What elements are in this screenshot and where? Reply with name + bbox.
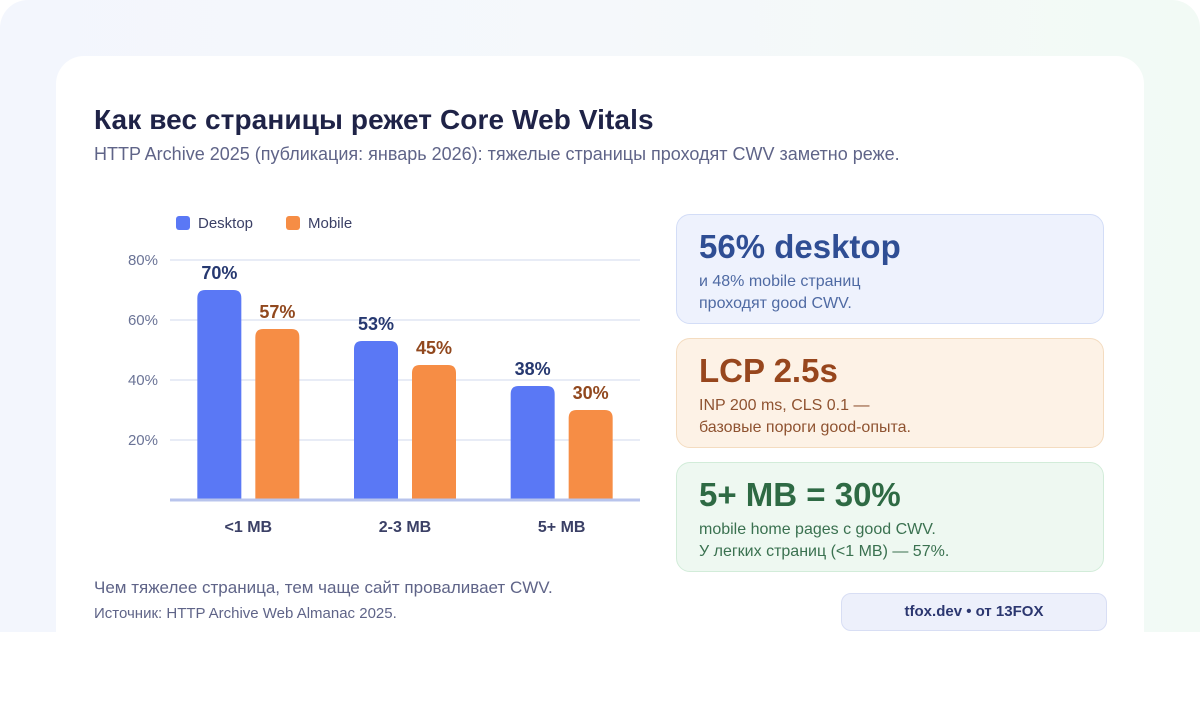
stat-headline: 56% desktop <box>699 228 901 265</box>
stat-line: INP 200 ms, CLS 0.1 — <box>699 397 870 414</box>
stat-headline: 5+ MB = 30% <box>699 476 901 513</box>
brand-badge[interactable]: tfox.dev • от 13FOX <box>841 593 1107 631</box>
bar-mobile <box>255 329 300 500</box>
bar-value-label: 53% <box>358 314 394 334</box>
legend-swatch <box>176 216 190 230</box>
x-category-label: 2-3 MB <box>379 519 431 536</box>
stat-card-lcp: LCP 2.5s INP 200 ms, CLS 0.1 — базовые п… <box>676 338 1104 448</box>
page-subtitle: HTTP Archive 2025 (публикация: январь 20… <box>94 144 900 164</box>
bar-value-label: 45% <box>416 338 452 358</box>
stat-description: и 48% mobile страниц проходят good CWV. <box>699 271 1081 315</box>
infographic-card: Как вес страницы режет Core Web Vitals H… <box>56 56 1144 632</box>
stat-line: базовые пороги good-опыта. <box>699 419 911 436</box>
bar-value-label: 57% <box>259 302 295 322</box>
bar-mobile <box>412 365 456 500</box>
bar-desktop <box>197 290 242 500</box>
stat-headline: LCP 2.5s <box>699 352 838 389</box>
stat-description: INP 200 ms, CLS 0.1 — базовые пороги goo… <box>699 395 1081 439</box>
source-note: Источник: HTTP Archive Web Almanac 2025. <box>94 605 397 622</box>
stat-line: и 48% mobile страниц <box>699 273 861 290</box>
stat-description: mobile home pages с good CWV. У легких с… <box>699 519 1081 563</box>
stat-card-heavy-pages: 5+ MB = 30% mobile home pages с good CWV… <box>676 462 1104 572</box>
bar-desktop <box>354 341 398 500</box>
x-category-label: <1 MB <box>225 519 273 536</box>
y-tick-label: 20% <box>128 432 158 449</box>
stat-line: У легких страниц (<1 MB) — 57%. <box>699 543 950 560</box>
y-tick-label: 40% <box>128 372 158 389</box>
y-tick-label: 80% <box>128 252 158 269</box>
stat-card-desktop: 56% desktop и 48% mobile страниц проходя… <box>676 214 1104 324</box>
bar-mobile <box>568 410 613 500</box>
legend-label: Mobile <box>308 215 352 232</box>
bar-value-label: 30% <box>573 383 609 403</box>
bar-value-label: 70% <box>201 263 237 283</box>
legend-swatch <box>286 216 300 230</box>
bar-value-label: 38% <box>515 359 551 379</box>
bar-chart: Desktop Mobile 20% 40% 60% 80% 70% 57% <1 MB 53% 4… <box>128 215 640 536</box>
x-category-label: 5+ MB <box>538 519 586 536</box>
bar-desktop <box>510 386 555 500</box>
y-tick-label: 60% <box>128 312 158 329</box>
stat-line: проходят good CWV. <box>699 295 852 312</box>
page-title: Как вес страницы режет Core Web Vitals <box>94 104 654 135</box>
stat-line: mobile home pages с good CWV. <box>699 521 936 538</box>
legend-label: Desktop <box>198 215 253 232</box>
chart-footnote: Чем тяжелее страница, тем чаще сайт пров… <box>94 578 553 597</box>
